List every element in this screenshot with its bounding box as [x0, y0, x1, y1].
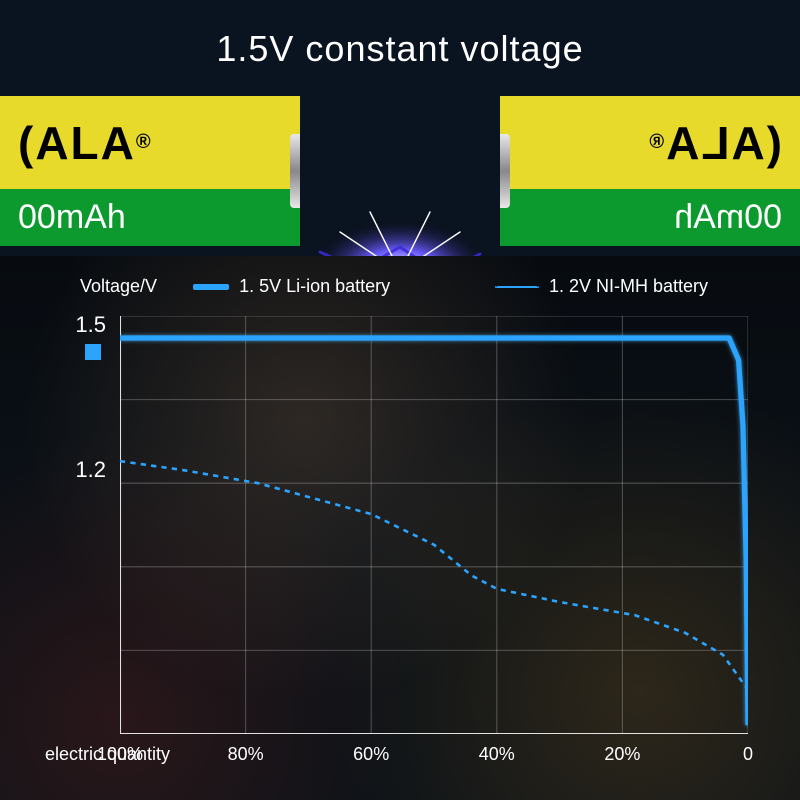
battery-brand-text: (ALA [18, 116, 136, 170]
battery-brand-text: (ALA [664, 116, 782, 170]
battery-left: (ALA® 00mAh [0, 96, 300, 246]
registered-mark-icon: ® [136, 131, 153, 154]
x-tick: 80% [228, 734, 264, 765]
battery-terminal-icon [290, 134, 300, 208]
battery-terminal-icon [500, 134, 510, 208]
background-photo-panel: Voltage/V 1. 5V Li-ion battery 1. 2V NI-… [0, 256, 800, 800]
x-tick: 20% [604, 734, 640, 765]
x-tick: 40% [479, 734, 515, 765]
battery-illustration: (ALA® 00mAh [0, 96, 800, 256]
y-axis-label: Voltage/V [80, 276, 157, 297]
legend-item-nimh: 1. 2V NI-MH battery [495, 276, 708, 297]
battery-brand-strip: (ALA® [0, 96, 300, 189]
legend-swatch-dashed-icon [495, 286, 539, 288]
legend-item-liion: 1. 5V Li-ion battery [193, 276, 390, 297]
x-axis-label: electric quantity [0, 734, 170, 765]
battery-right: (ALA® 00mAh [500, 96, 800, 246]
voltage-chart: 1.51.2 100%80%60%40%20%0 electric quanti… [120, 316, 748, 734]
legend-label: 1. 5V Li-ion battery [239, 276, 390, 297]
legend-swatch-solid-icon [193, 284, 229, 290]
x-tick: 60% [353, 734, 389, 765]
y-tick: 1.5 [75, 312, 120, 364]
page-title: 1.5V constant voltage [0, 28, 800, 70]
battery-capacity-text: 00mAh [674, 198, 782, 237]
battery-capacity-text: 00mAh [18, 198, 126, 237]
battery-capacity-strip: 00mAh [0, 189, 300, 246]
legend-label: 1. 2V NI-MH battery [549, 276, 708, 297]
x-tick: 0 [743, 734, 753, 765]
chart-legend: Voltage/V 1. 5V Li-ion battery 1. 2V NI-… [80, 276, 748, 297]
y-tick: 1.2 [75, 457, 120, 483]
